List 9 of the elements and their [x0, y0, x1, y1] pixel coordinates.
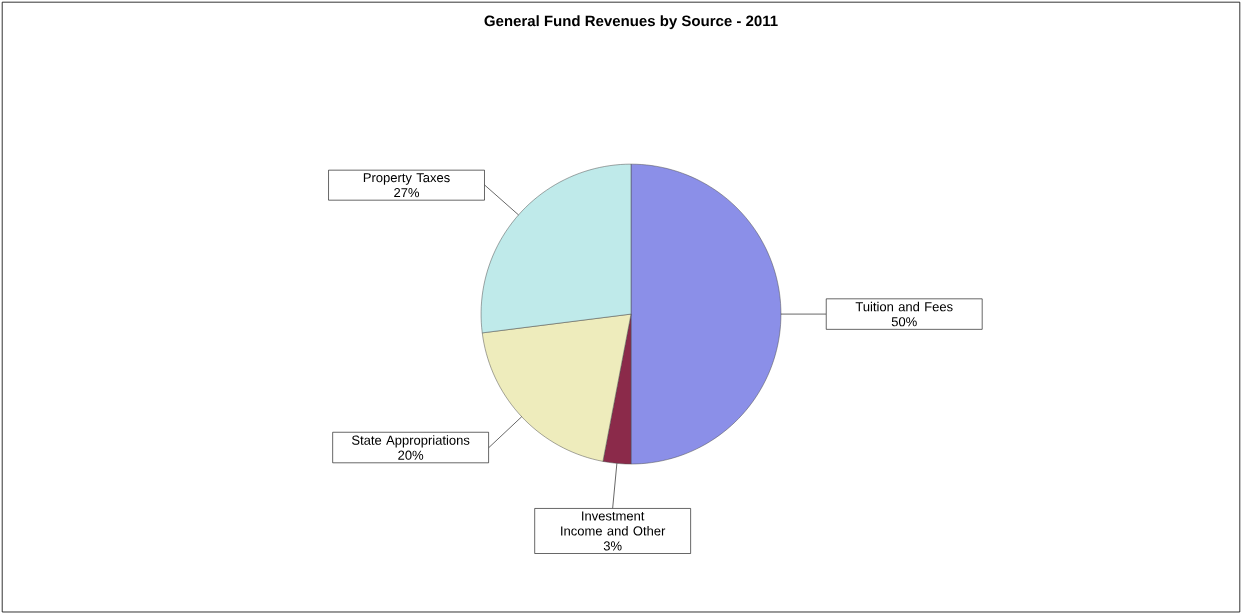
slice-label: Property Taxes: [363, 173, 450, 185]
data-label: 50%: [891, 317, 917, 327]
data-label: 3%: [603, 541, 622, 551]
data-label: 20%: [398, 450, 424, 460]
data-label: 27%: [394, 187, 420, 198]
slice-label: Tuition and Fees: [855, 301, 953, 312]
slice-label: State Appropriations: [351, 435, 470, 448]
chart-title: General Fund Revenues by Source - 2011: [484, 15, 778, 30]
slice-label: Investment Income and Other: [561, 511, 666, 536]
